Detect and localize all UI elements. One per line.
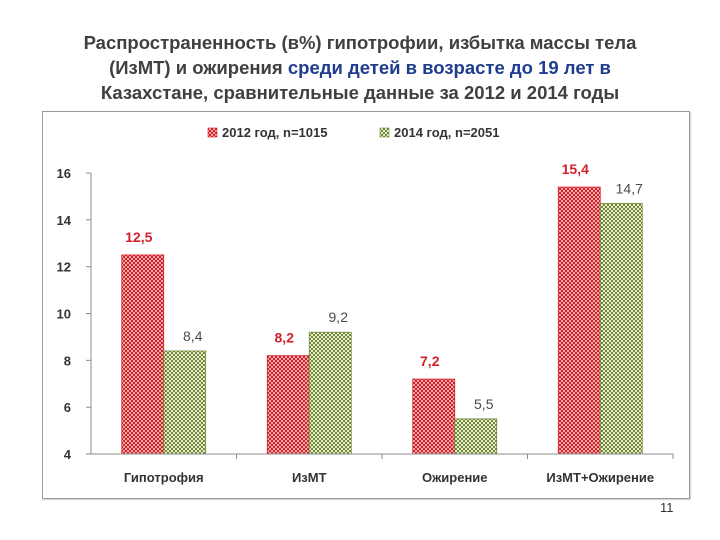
bar-chart: 2012 год, n=1015 2014 год, n=2051 4 6 8 10 12… xyxy=(57,125,674,485)
x-tick-label: Ожирение xyxy=(422,470,488,485)
bars: 12,5 8,4 8,2 9,2 7,2 5,5 15,4 14,7 xyxy=(121,161,643,455)
x-tick-label: ИзМТ xyxy=(292,470,327,485)
data-label: 7,2 xyxy=(420,353,440,369)
data-label: 12,5 xyxy=(125,229,152,245)
legend-entry: 2014 год, n=2051 xyxy=(394,125,499,140)
bar xyxy=(454,418,498,455)
data-label: 5,5 xyxy=(474,396,494,412)
bar xyxy=(599,203,643,455)
slide-title: Распространенность (в%) гипотрофии, избы… xyxy=(30,30,690,105)
legend-swatch xyxy=(207,127,218,138)
legend-swatch xyxy=(379,127,390,138)
title-line-1: Распространенность (в%) гипотрофии, избы… xyxy=(83,32,637,53)
data-label: 8,4 xyxy=(183,328,203,344)
bar xyxy=(163,350,207,455)
data-label: 14,7 xyxy=(616,180,643,196)
bar xyxy=(412,378,456,455)
y-axis: 4 6 8 10 12 14 16 xyxy=(57,166,92,462)
y-tick-label: 16 xyxy=(57,166,71,181)
y-tick-label: 12 xyxy=(57,260,71,275)
x-axis: Гипотрофия ИзМТ Ожирение ИзМТ+Ожирение xyxy=(91,453,674,485)
y-tick-label: 8 xyxy=(64,353,71,368)
title-line-2b: среди детей в возрасте до 19 лет в xyxy=(287,57,611,78)
data-label: 8,2 xyxy=(275,330,295,346)
bar xyxy=(121,254,165,455)
bar xyxy=(557,186,601,455)
title-line-2a: (ИзМТ) и ожирения xyxy=(109,57,288,78)
data-label: 9,2 xyxy=(329,309,349,325)
x-tick-label: ИзМТ+Ожирение xyxy=(546,470,654,485)
chart-frame: 2012 год, n=1015 2014 год, n=2051 4 6 8 10 12… xyxy=(42,111,690,499)
title-line-3: Казахстане, сравнительные данные за 2012… xyxy=(100,82,620,103)
y-tick-label: 6 xyxy=(64,400,71,415)
y-tick-label: 4 xyxy=(64,447,72,462)
legend: 2012 год, n=1015 2014 год, n=2051 xyxy=(207,125,499,140)
y-tick-label: 14 xyxy=(57,213,72,228)
bar xyxy=(308,331,352,455)
bar xyxy=(266,355,310,455)
slide-number: 11 xyxy=(660,500,674,515)
x-tick-label: Гипотрофия xyxy=(124,470,204,485)
y-tick-label: 10 xyxy=(57,307,71,322)
legend-entry: 2012 год, n=1015 xyxy=(222,125,327,140)
data-label: 15,4 xyxy=(562,161,589,177)
